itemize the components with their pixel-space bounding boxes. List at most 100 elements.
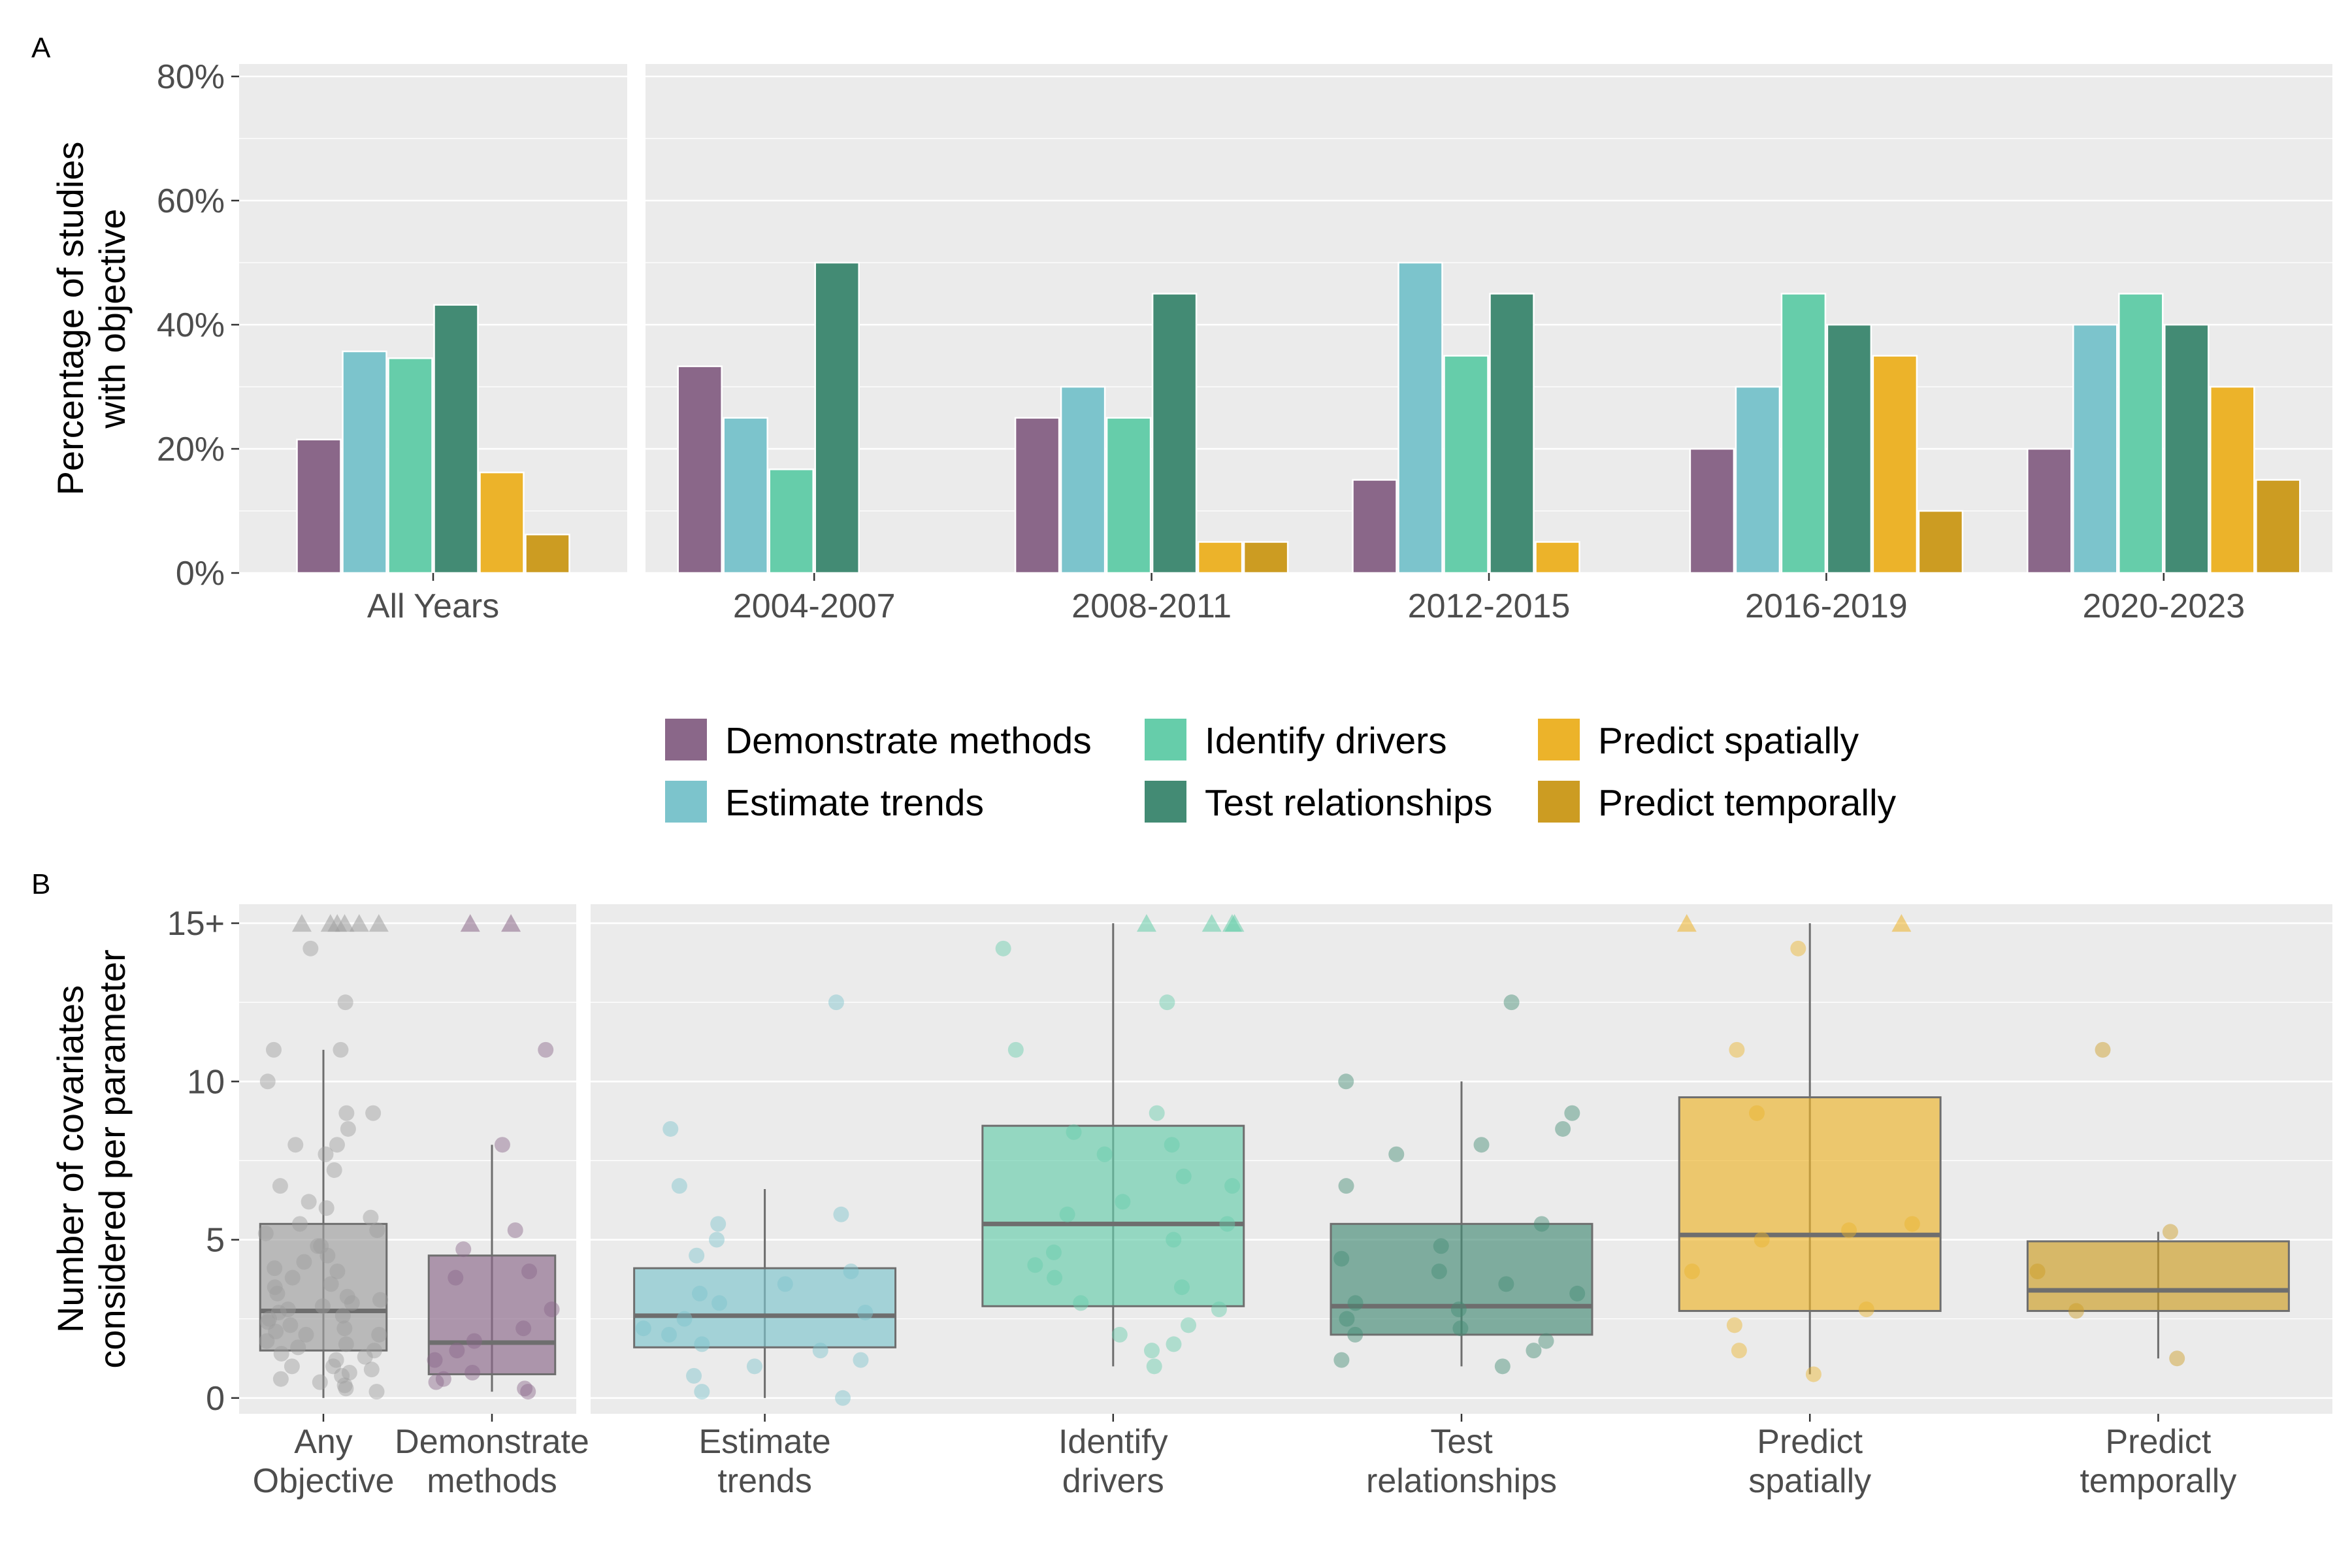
bar-2016-2019-identify-drivers (1780, 293, 1827, 574)
point-estimate-trends (676, 1311, 693, 1327)
legend-swatch-predict-spatially (1538, 719, 1580, 760)
point-predict-spatially (1754, 1232, 1770, 1248)
panel-a-y-axis-title: with objective (91, 208, 133, 429)
point-estimate-trends (833, 1206, 849, 1222)
point-estimate-trends (662, 1120, 679, 1137)
bar-2020-2023-predict-spatially (2210, 385, 2255, 574)
point-test-relationships (1494, 1358, 1511, 1375)
point-any-objective (368, 1384, 385, 1400)
point-estimate-trends (711, 1295, 728, 1311)
point-estimate-trends (635, 1320, 651, 1337)
panel-b-x-tick-label: Predict (1757, 1423, 1863, 1461)
point-estimate-trends (689, 1247, 705, 1264)
point-demonstrate-methods (465, 1365, 481, 1381)
bar-2020-2023-test-relationships (2164, 323, 2210, 574)
point-any-objective (363, 1362, 380, 1378)
point-identify-drivers (1173, 1279, 1190, 1296)
point-estimate-trends (671, 1178, 687, 1194)
point-predict-temporally (2068, 1303, 2084, 1319)
point-test-relationships (1347, 1295, 1364, 1311)
point-any-objective (334, 1367, 350, 1384)
point-any-objective (329, 1137, 345, 1153)
point-test-relationships (1473, 1137, 1490, 1153)
bar-2020-2023-predict-temporally (2255, 479, 2301, 574)
point-test-relationships (1498, 1276, 1514, 1292)
point-identify-drivers (1175, 1168, 1192, 1184)
point-any-objective (301, 1194, 317, 1210)
box-predict-spatially (1678, 1096, 1942, 1313)
panel-b-y-tick-label: 15+ (167, 905, 225, 943)
point-estimate-trends (694, 1384, 710, 1400)
point-demonstrate-methods (515, 1320, 532, 1337)
capped-point-marker-identify-drivers (1136, 914, 1156, 932)
point-any-objective (323, 1276, 339, 1292)
bar-2008-2011-estimate-trends (1060, 385, 1106, 574)
point-demonstrate-methods (520, 1384, 536, 1400)
point-estimate-trends (835, 1390, 851, 1406)
point-demonstrate-methods (428, 1374, 444, 1390)
point-demonstrate-methods (494, 1137, 510, 1153)
panel-a-x-tick-label: 2008-2011 (1071, 587, 1232, 625)
panel-a-y-tick-label: 20% (157, 431, 225, 468)
point-test-relationships (1452, 1320, 1469, 1337)
point-any-objective (298, 1326, 314, 1343)
panel-a-x-tick-label: All Years (367, 587, 499, 625)
point-demonstrate-methods (449, 1343, 465, 1359)
point-identify-drivers (1073, 1295, 1089, 1311)
point-identify-drivers (1166, 1336, 1182, 1352)
point-predict-spatially (1904, 1216, 1920, 1232)
point-any-objective (335, 1307, 351, 1324)
capped-point-marker-predict-spatially (1676, 914, 1697, 932)
point-any-objective (325, 1358, 342, 1375)
capped-point-marker-any-objective (349, 914, 369, 932)
point-estimate-trends (708, 1232, 725, 1248)
point-any-objective (282, 1317, 299, 1333)
box-estimate-trends (633, 1267, 897, 1348)
bar-2012-2015-predict-spatially (1535, 541, 1580, 574)
point-identify-drivers (1219, 1216, 1235, 1232)
bar-all-years-predict-temporally (525, 533, 570, 574)
point-test-relationships (1538, 1333, 1554, 1349)
panel-a-x-tick-label: 2016-2019 (1745, 587, 1908, 625)
point-any-objective (340, 1120, 356, 1137)
bar-2004-2007-demonstrate-methods (677, 365, 723, 574)
legend-swatch-demonstrate-methods (665, 719, 707, 760)
bar-2020-2023-identify-drivers (2118, 293, 2164, 574)
point-any-objective (267, 1279, 283, 1296)
point-predict-spatially (1841, 1222, 1857, 1239)
point-any-objective (259, 1314, 276, 1330)
point-any-objective (338, 1336, 354, 1352)
point-test-relationships (1564, 1105, 1580, 1121)
point-any-objective (357, 1348, 373, 1365)
panel-b-x-tick-label: relationships (1366, 1462, 1557, 1500)
point-predict-spatially (1726, 1317, 1742, 1333)
point-test-relationships (1433, 1238, 1449, 1254)
point-any-objective (259, 1333, 275, 1349)
point-identify-drivers (1149, 1105, 1165, 1121)
panel-a-y-axis-title: Percentage of studies (50, 142, 91, 496)
bar-2008-2011-predict-spatially (1197, 541, 1243, 574)
panel-b-x-tick-label: Estimate (698, 1423, 830, 1461)
point-any-objective (280, 1301, 296, 1318)
point-any-objective (341, 1365, 357, 1381)
point-any-objective (363, 1209, 379, 1226)
point-predict-spatially (1731, 1343, 1747, 1359)
panel-b-x-tick-label: Predict (2105, 1423, 2211, 1461)
panel-b-y-axis-title: considered per parameter (91, 949, 133, 1368)
capped-point-marker-any-objective (320, 914, 340, 932)
capped-point-marker-predict-spatially (1891, 914, 1912, 932)
panel-b-x-tick-label: trends (717, 1462, 812, 1500)
point-predict-spatially (1729, 1041, 1745, 1058)
point-identify-drivers (1166, 1232, 1182, 1248)
panel-b-x-tick-label: spatially (1748, 1462, 1871, 1500)
point-any-objective (287, 1137, 304, 1153)
point-predict-spatially (1749, 1105, 1765, 1121)
point-demonstrate-methods (466, 1333, 482, 1349)
panel-a-y-tick-label: 80% (157, 58, 225, 96)
point-any-objective (319, 1247, 336, 1264)
point-any-objective (313, 1238, 329, 1254)
point-any-objective (272, 1178, 288, 1194)
capped-point-marker-any-objective (335, 914, 355, 932)
point-identify-drivers (1047, 1269, 1063, 1286)
panel-a-y-tick-label: 60% (157, 182, 225, 220)
